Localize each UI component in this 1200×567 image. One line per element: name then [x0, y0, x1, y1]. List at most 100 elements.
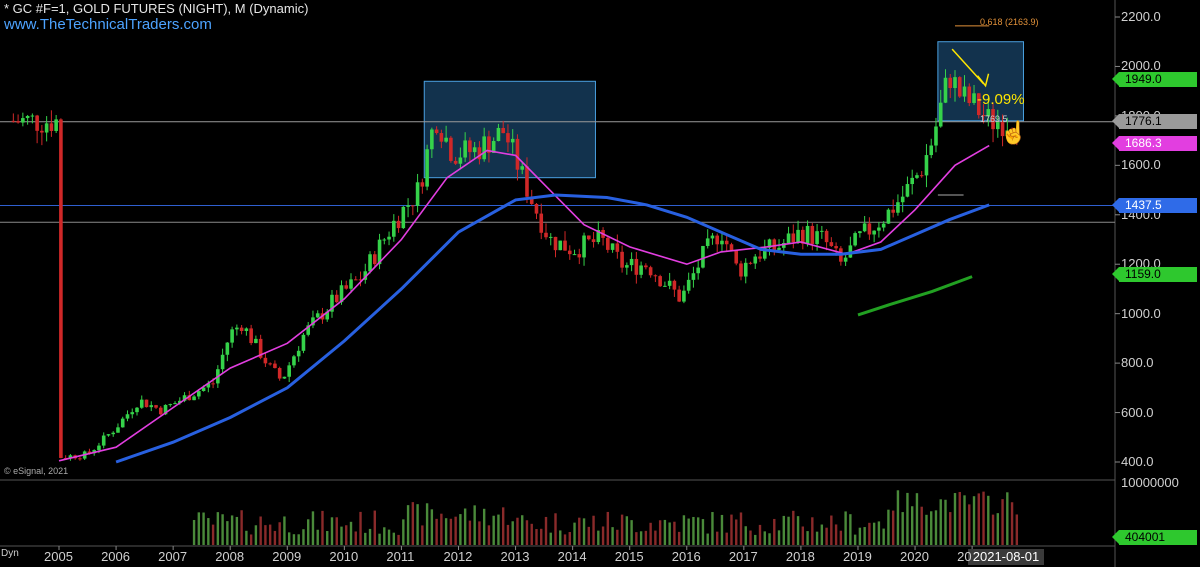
candle-body: [729, 244, 734, 251]
volume-bar: [782, 515, 785, 545]
x-tick-label: 2009: [272, 549, 302, 564]
candle-body: [11, 120, 16, 122]
series-line-3: [857, 275, 973, 317]
candle-body: [753, 256, 758, 264]
candle-body: [244, 328, 249, 332]
volume-bar: [297, 534, 300, 545]
candle-body: [891, 209, 895, 213]
volume-bar: [592, 515, 595, 545]
candle-body: [905, 184, 910, 197]
volume-bar: [987, 495, 990, 545]
x-tick-label: 2018: [785, 549, 815, 564]
candle-body: [877, 227, 881, 231]
candle-body: [468, 140, 472, 153]
volume-bar: [910, 506, 914, 545]
cursor-date-box: 2021-08-01: [968, 549, 1044, 565]
candle-body: [401, 206, 406, 229]
candle-body: [739, 263, 743, 277]
volume-bar: [411, 502, 415, 545]
volume-bar: [278, 522, 281, 545]
x-tick-label: 20: [957, 549, 972, 564]
candle-body: [487, 136, 491, 153]
candle-body: [330, 294, 334, 312]
candle-body: [915, 175, 919, 178]
candle-body: [986, 109, 991, 116]
candle-body: [501, 127, 505, 134]
volume-bar: [383, 527, 386, 545]
volume-bar: [968, 504, 971, 545]
candle-body: [158, 407, 163, 415]
candle-body: [667, 280, 672, 286]
candle-body: [820, 230, 824, 232]
candle-body: [430, 129, 434, 150]
volume-bar: [939, 499, 942, 545]
volume-bar: [915, 493, 919, 545]
candle-body: [948, 77, 953, 89]
volume-bar: [677, 531, 681, 545]
volume-bar: [739, 512, 743, 545]
candle-body: [111, 432, 116, 435]
x-tick-label: 2019: [842, 549, 872, 564]
candle-body: [991, 109, 995, 130]
candle-body: [881, 223, 886, 228]
candle-body: [658, 276, 662, 287]
volume-bar: [554, 513, 557, 545]
volume-bar: [1001, 499, 1004, 545]
volume-bar: [302, 529, 305, 545]
candle-body: [534, 203, 539, 214]
drop-arrow: [951, 48, 985, 85]
candle-body: [177, 400, 182, 404]
volume-bar: [906, 492, 909, 545]
y-tick-label: 1000.0: [1121, 305, 1161, 321]
volume-bar: [573, 522, 576, 545]
candle-body: [449, 137, 453, 161]
candle-body: [777, 247, 781, 250]
candle-body: [40, 130, 44, 133]
volume-bar: [454, 516, 457, 545]
volume-bar: [425, 503, 429, 545]
candle-body: [872, 230, 876, 235]
volume-bar: [754, 534, 757, 545]
candle-body: [334, 294, 339, 303]
candle-body: [810, 225, 815, 244]
candle-body: [943, 77, 948, 103]
volume-bar: [730, 514, 733, 545]
volume-bar: [849, 514, 852, 545]
volume-bar: [901, 512, 904, 545]
candle-body: [292, 356, 296, 366]
x-tick-label: 2011: [386, 549, 415, 564]
candle-body: [258, 338, 263, 358]
volume-bar: [535, 529, 538, 545]
volume-bar: [283, 516, 286, 545]
candle-body: [220, 354, 225, 370]
x-tick-label: 2014: [557, 549, 587, 564]
candle-body: [201, 387, 206, 392]
volume-bar: [368, 528, 372, 545]
candle-body: [168, 404, 173, 406]
candle-body: [49, 123, 54, 131]
website-link[interactable]: www.TheTechnicalTraders.com: [4, 16, 212, 33]
volume-bar: [949, 512, 952, 545]
candle-body: [21, 118, 25, 123]
candle-body: [867, 223, 872, 235]
candle-body: [567, 250, 572, 255]
volume-bar: [644, 530, 648, 545]
volume-bar: [321, 510, 324, 545]
dyn-label[interactable]: Dyn: [1, 548, 19, 559]
volume-bar: [796, 516, 800, 545]
volume-bar: [397, 534, 400, 545]
candle-body: [653, 275, 658, 277]
volume-bar: [511, 521, 514, 545]
candle-body: [382, 239, 387, 241]
volume-bar: [716, 531, 719, 545]
candle-body: [59, 119, 63, 458]
candle-body: [1010, 130, 1014, 135]
candle-body: [815, 231, 819, 244]
volume-bar: [307, 519, 310, 545]
volume-bar: [654, 530, 657, 545]
volume-bar: [787, 516, 790, 545]
volume-bar: [582, 518, 586, 545]
volume-bar: [887, 509, 890, 545]
volume-bar: [492, 515, 495, 545]
volume-bar: [668, 522, 671, 545]
